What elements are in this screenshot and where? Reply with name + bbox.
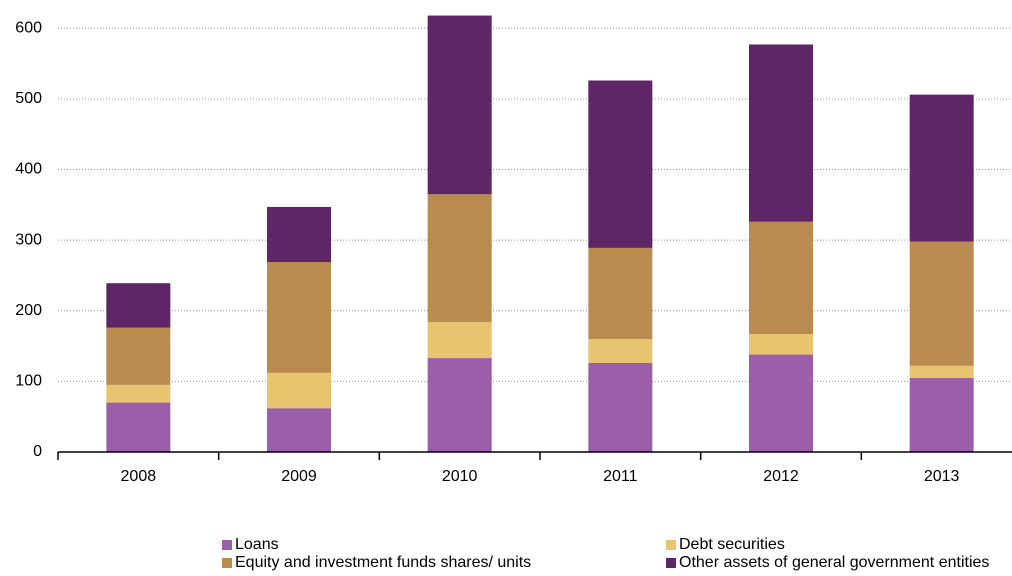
bar-segment: [909, 365, 974, 378]
legend-label: Other assets of general government entit…: [679, 554, 989, 571]
bar-segment: [588, 339, 653, 364]
legend-swatch: [666, 540, 676, 550]
legend-swatch: [222, 540, 232, 550]
y-tick-label: 500: [15, 90, 42, 107]
y-tick-label: 300: [15, 231, 42, 248]
bar-segment: [427, 15, 492, 195]
bar-segment: [909, 241, 974, 366]
x-tick-label: 2012: [763, 468, 799, 485]
x-tick-label: 2010: [442, 468, 478, 485]
bar-segment: [267, 262, 331, 373]
legend-swatch: [222, 558, 232, 568]
bar-segment: [267, 408, 331, 452]
bar-segment: [588, 80, 653, 248]
bar-segment: [749, 44, 813, 222]
legend-swatch: [666, 558, 676, 568]
legend-label: Loans: [235, 536, 279, 553]
bar-segment: [427, 358, 492, 452]
bar-segment: [267, 206, 331, 263]
y-tick-label: 200: [15, 302, 42, 319]
y-tick-label: 0: [33, 443, 42, 460]
bar-segment: [427, 322, 492, 359]
y-tick-label: 400: [15, 161, 42, 178]
bar-segment: [588, 247, 653, 339]
legend-label: Equity and investment funds shares/ unit…: [235, 554, 531, 571]
bar-segment: [749, 354, 813, 452]
x-tick-label: 2013: [924, 468, 960, 485]
y-tick-label: 100: [15, 373, 42, 390]
y-tick-label: 600: [15, 19, 42, 36]
bar-segment: [749, 221, 813, 335]
bar-segment: [106, 402, 171, 452]
bar-segment: [909, 94, 974, 242]
legend-label: Debt securities: [679, 536, 785, 553]
bar-segment: [909, 377, 974, 452]
x-tick-label: 2009: [281, 468, 317, 485]
bar-segment: [749, 334, 813, 355]
bar-segment: [106, 327, 171, 385]
bar-segment: [106, 384, 171, 403]
bar-segment: [106, 283, 171, 328]
x-tick-label: 2011: [603, 468, 638, 485]
x-tick-label: 2008: [121, 468, 157, 485]
bar-segment: [588, 363, 653, 452]
bar-segment: [267, 372, 331, 409]
bar-segment: [427, 194, 492, 323]
